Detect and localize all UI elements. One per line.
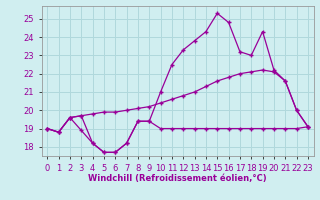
X-axis label: Windchill (Refroidissement éolien,°C): Windchill (Refroidissement éolien,°C) bbox=[88, 174, 267, 183]
